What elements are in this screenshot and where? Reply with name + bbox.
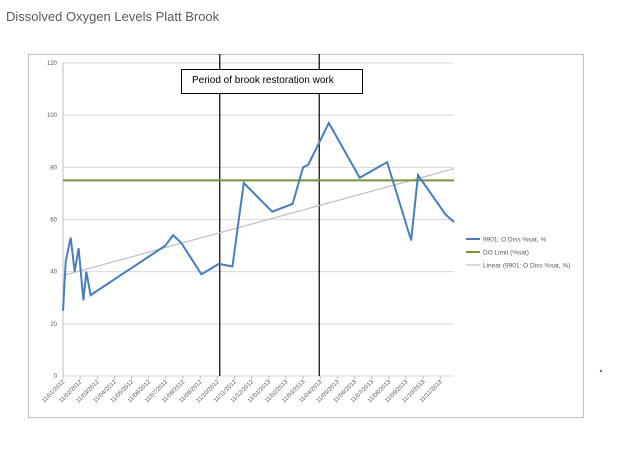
- series-line-0: [62, 120, 455, 311]
- y-tick-label: 20: [50, 322, 57, 328]
- y-tick-label: 80: [50, 165, 57, 171]
- page-title: Dissolved Oxygen Levels Platt Brook: [6, 9, 220, 24]
- chart-frame: [28, 54, 584, 418]
- series-line-2: [62, 168, 455, 277]
- annotation-box: Period of brook restoration work: [181, 69, 363, 94]
- y-tick-label: 60: [50, 218, 57, 224]
- y-tick-label: 100: [47, 113, 58, 119]
- stray-dot: [600, 370, 602, 372]
- y-tick-label: 0: [54, 374, 58, 380]
- legend-label: Linear (9901: O Diss %sat, %): [483, 262, 570, 269]
- y-tick-label: 40: [50, 270, 57, 276]
- y-tick-label: 120: [47, 61, 58, 67]
- legend-label: 9901: O Diss %sat, %: [483, 236, 546, 243]
- legend-label: DO Limit (%sat): [483, 249, 529, 256]
